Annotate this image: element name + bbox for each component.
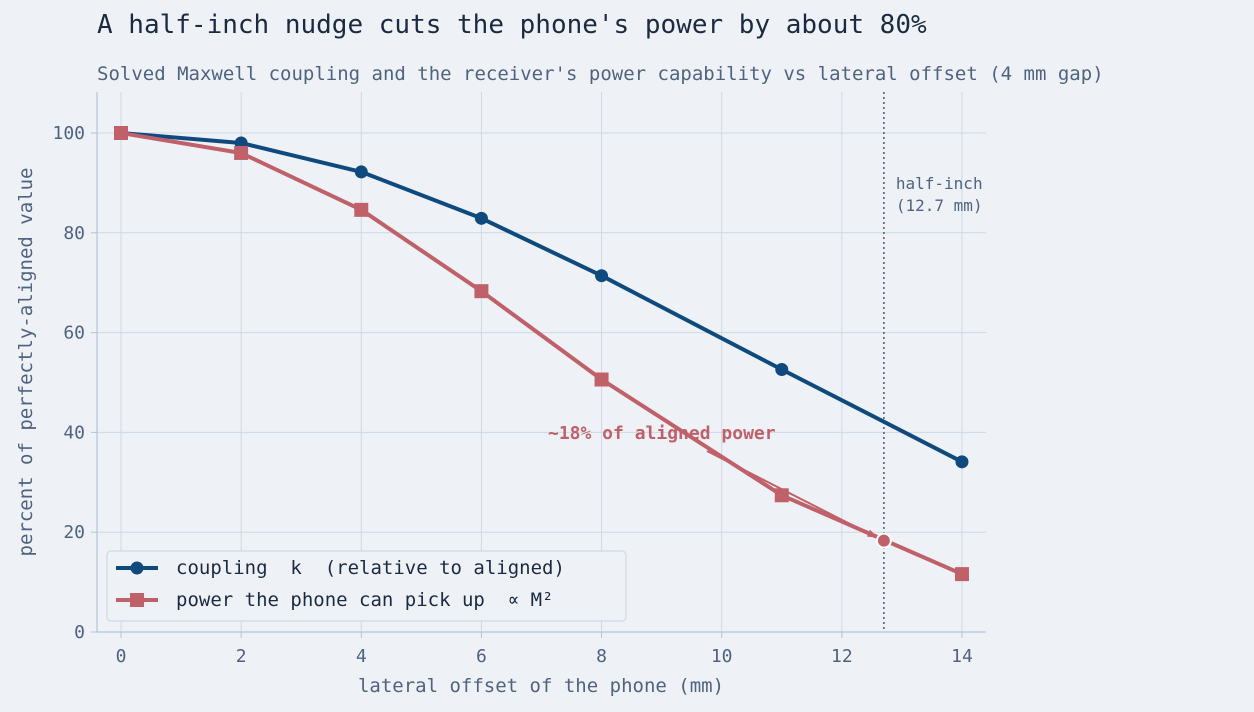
y-tick-label: 0 xyxy=(74,622,85,643)
y-tick-label: 40 xyxy=(63,422,85,443)
data-point-power xyxy=(594,372,609,387)
annotation-point xyxy=(875,532,892,549)
x-tick-label: 2 xyxy=(236,646,247,667)
x-axis-label: lateral offset of the phone (mm) xyxy=(358,675,724,697)
x-tick-label: 10 xyxy=(711,646,733,667)
half-inch-reference: half-inch (12.7 mm) xyxy=(883,92,983,632)
y-tick-label: 20 xyxy=(63,522,85,543)
data-point-power xyxy=(474,284,489,299)
reference-label-line1: half-inch xyxy=(896,174,983,193)
data-point-coupling xyxy=(775,363,789,377)
legend-label: power the phone can pick up ∝ M² xyxy=(176,589,554,611)
legend-label: coupling k (relative to aligned) xyxy=(176,557,565,579)
plot-area xyxy=(114,126,969,582)
legend: coupling k (relative to aligned) power th… xyxy=(106,550,627,622)
x-tick-label: 12 xyxy=(831,646,853,667)
annotation-arrow xyxy=(706,450,876,538)
data-point-power xyxy=(954,567,969,582)
y-tick-label: 60 xyxy=(63,323,85,344)
data-point-power xyxy=(774,488,789,503)
x-tick-label: 14 xyxy=(951,646,973,667)
x-tick-label: 0 xyxy=(116,646,127,667)
annotation-arrowhead xyxy=(866,529,878,538)
y-tick-label: 100 xyxy=(52,123,85,144)
data-point-power xyxy=(354,202,369,217)
legend-box xyxy=(106,550,627,622)
annotation-group: ~18% of aligned power xyxy=(548,423,892,549)
x-tick-label: 8 xyxy=(596,646,607,667)
gridlines xyxy=(97,92,986,633)
y-axis-label: percent of perfectly-aligned value xyxy=(15,168,37,557)
y-tick-label: 80 xyxy=(63,223,85,244)
reference-label-line2: (12.7 mm) xyxy=(896,196,983,215)
data-point-coupling xyxy=(595,269,609,283)
data-point-coupling xyxy=(474,211,488,225)
data-point-coupling xyxy=(354,165,368,179)
data-point-power xyxy=(234,145,249,160)
x-tick-label: 6 xyxy=(476,646,487,667)
axes: 0 2 4 6 8 10 12 14 0 20 40 60 80 100 xyxy=(52,92,986,667)
series-line-2 xyxy=(120,131,963,576)
annotation-text: ~18% of aligned power xyxy=(548,423,776,444)
series-line-1 xyxy=(120,131,963,464)
legend-marker-circle xyxy=(130,561,144,575)
chart-title: A half-inch nudge cuts the phone's power… xyxy=(97,10,927,40)
x-tick-label: 4 xyxy=(356,646,367,667)
data-point-power xyxy=(114,126,128,140)
chart-subtitle: Solved Maxwell coupling and the receiver… xyxy=(97,63,1104,85)
data-point-coupling xyxy=(955,455,969,469)
legend-marker-square xyxy=(130,593,144,607)
